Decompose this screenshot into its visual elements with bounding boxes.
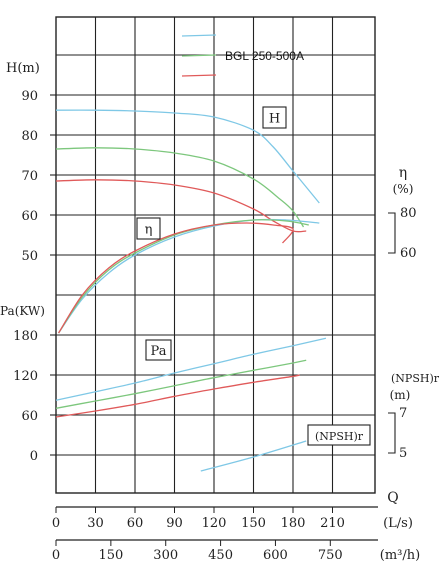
head-tick-label: 80	[21, 129, 38, 144]
flow-m3h-unit: (m³/h)	[380, 548, 420, 563]
legend: BGL 250-500A	[181, 34, 304, 77]
flow-ls-tick-label: 0	[52, 516, 60, 531]
power-curve	[55, 374, 300, 418]
efficiency-curve	[58, 222, 294, 334]
efficiency-bracket	[388, 212, 396, 254]
flow-ls-unit: (L/s)	[383, 516, 413, 531]
head-curve	[55, 179, 307, 233]
head-tick-label: 60	[21, 209, 38, 224]
npsh-axis-label: (NPSH)r	[391, 372, 440, 385]
npsh-curve-tag-box	[307, 424, 371, 446]
flow-m3h-tick-label: 450	[208, 548, 233, 563]
head-curve	[55, 147, 305, 228]
head-tick-label: 50	[21, 249, 38, 264]
efficiency-curve-tag: η	[145, 223, 153, 238]
grid	[55, 16, 376, 494]
npsh-axis-unit: (m)	[390, 388, 411, 402]
axes	[50, 94, 396, 546]
flow-ls-tick-label: 90	[166, 516, 183, 531]
power-curve-tag-box	[145, 339, 172, 361]
efficiency-tick-label: 80	[400, 206, 417, 221]
flow-ls-tick-label: 30	[87, 516, 104, 531]
npsh-tick-label: 7	[399, 406, 407, 421]
efficiency-tick-label: 60	[400, 246, 417, 261]
head-axis-label: H(m)	[6, 61, 40, 76]
flow-m3h-tick-label: 750	[318, 548, 343, 563]
efficiency-curve	[58, 218, 320, 334]
power-tick-label: 180	[13, 329, 38, 344]
legend-swatch	[181, 74, 217, 77]
efficiency-axis-label: η	[399, 165, 407, 181]
labels: H(m)9080706050Pa(KW)180120600η(%)8060(NP…	[0, 61, 440, 563]
flow-m3h-tick-label: 150	[98, 548, 123, 563]
efficiency-curve	[58, 219, 309, 334]
power-curve	[55, 359, 307, 409]
power-curve-tag: Pa	[151, 344, 167, 359]
flow-m3h-tick-label: 300	[153, 548, 178, 563]
npsh-curve	[200, 440, 307, 472]
efficiency-axis-unit: (%)	[393, 182, 414, 196]
flow-axis-label: Q	[387, 490, 398, 506]
head-curve-tag-box	[262, 106, 287, 129]
flow-ls-tick-label: 150	[241, 516, 266, 531]
head-tick-label: 90	[21, 89, 38, 104]
npsh-curve-tag: (NPSH)r	[315, 430, 364, 443]
power-tick-label: 60	[21, 409, 38, 424]
flow-ls-tick-label: 210	[320, 516, 345, 531]
head-tick-label: 70	[21, 169, 38, 184]
efficiency-curve-tag-box	[136, 217, 161, 240]
flow-ls-tick-label: 60	[127, 516, 144, 531]
legend-swatch	[181, 54, 217, 57]
legend-swatch	[181, 34, 217, 37]
power-curve	[55, 337, 327, 401]
head-curve	[55, 109, 320, 204]
flow-ls-tick-label: 180	[281, 516, 306, 531]
flow-m3h-tick-label: 600	[263, 548, 288, 563]
power-tick-label: 120	[13, 369, 38, 384]
power-tick-label: 0	[30, 449, 38, 464]
flow-ls-tick-label: 120	[202, 516, 227, 531]
legend-label: BGL 250-500A	[225, 49, 304, 63]
npsh-bracket	[388, 412, 396, 454]
npsh-tick-label: 5	[399, 446, 407, 461]
curves	[55, 109, 327, 472]
flow-m3h-tick-label: 0	[52, 548, 60, 563]
power-axis-label: Pa(KW)	[0, 304, 45, 318]
head-curve-tag: H	[269, 112, 280, 127]
